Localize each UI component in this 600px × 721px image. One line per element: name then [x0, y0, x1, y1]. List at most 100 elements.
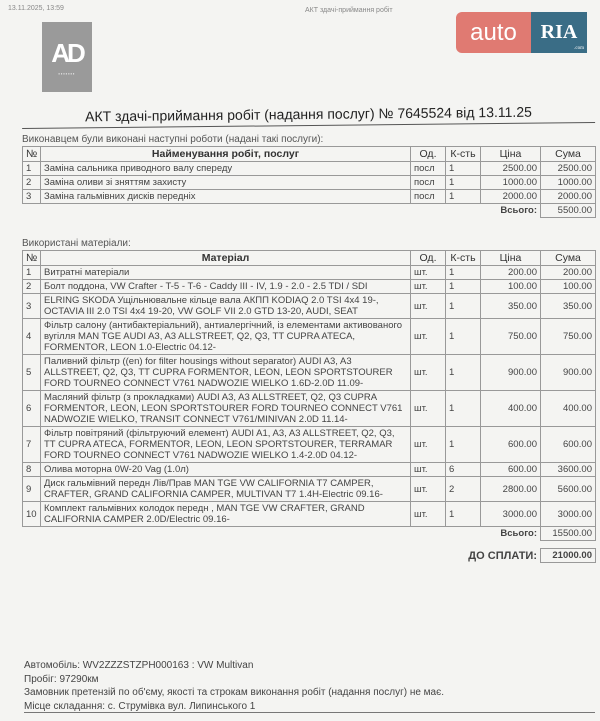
autoria-logo: auto RIA .com: [456, 12, 587, 53]
works-header-row: № Найменування робіт, послуг Од. К-сть Ц…: [22, 146, 596, 162]
row-name: Паливний фільтр ((en) for filter housing…: [40, 354, 411, 391]
no-claims-statement: Замовник претензій по об'єму, якості та …: [24, 687, 444, 698]
row-qty: 1: [445, 501, 481, 527]
row-name: Болт поддона, VW Crafter - T-5 - T-6 - C…: [40, 279, 411, 294]
row-qty: 1: [445, 279, 481, 294]
row-no: 4: [22, 318, 41, 355]
table-row: 2 Заміна оливи зі зняттям захисту посл 1 100…: [22, 175, 596, 190]
works-caption: Виконавцем були виконані наступні роботи…: [22, 134, 324, 145]
row-no: 7: [22, 426, 41, 463]
table-row: 4 Фільтр салону (антибактеріальний), анти…: [22, 318, 596, 355]
row-qty: 1: [445, 161, 481, 176]
row-no: 2: [22, 175, 41, 190]
row-no: 9: [22, 476, 41, 502]
place-of-drafting: Місце складання: с. Струмівка вул. Липин…: [24, 701, 595, 713]
row-unit: шт.: [410, 318, 446, 355]
row-sum: 3600.00: [540, 462, 596, 477]
row-unit: шт.: [410, 476, 446, 502]
table-row: 9 Диск гальмівний передн Лів/Прав MAN TGE…: [22, 476, 596, 502]
materials-total: 15500.00: [540, 526, 596, 541]
row-qty: 2: [445, 476, 481, 502]
row-unit: посл: [410, 175, 446, 190]
row-qty: 1: [445, 426, 481, 463]
print-doc-name: АКТ здачі-приймання робіт: [305, 7, 393, 14]
row-price: 1000.00: [480, 175, 541, 190]
row-price: 200.00: [480, 265, 541, 280]
row-price: 400.00: [480, 390, 541, 427]
row-qty: 1: [445, 354, 481, 391]
row-price: 350.00: [480, 293, 541, 319]
row-sum: 350.00: [540, 293, 596, 319]
row-qty: 1: [445, 390, 481, 427]
car-info: Автомобіль: WV2ZZZSTZPH000163 : VW Multi…: [24, 660, 254, 671]
row-qty: 1: [445, 175, 481, 190]
row-unit: шт.: [410, 293, 446, 319]
row-no: 3: [22, 189, 41, 204]
row-sum: 200.00: [540, 265, 596, 280]
row-no: 5: [22, 354, 41, 391]
row-sum: 3000.00: [540, 501, 596, 527]
table-row: 3 Заміна гальмівних дисків передніх посл 1 2…: [22, 189, 596, 204]
col-price: Ціна: [480, 250, 541, 266]
row-sum: 400.00: [540, 390, 596, 427]
to-pay-label: ДО СПЛАТИ:: [468, 549, 537, 562]
row-price: 900.00: [480, 354, 541, 391]
row-price: 2000.00: [480, 189, 541, 204]
row-sum: 2000.00: [540, 189, 596, 204]
materials-header-row: № Матеріал Од. К-сть Ціна Сума: [22, 250, 596, 266]
row-sum: 1000.00: [540, 175, 596, 190]
col-unit: Од.: [410, 146, 446, 162]
col-price: Ціна: [480, 146, 541, 162]
row-unit: посл: [410, 189, 446, 204]
table-row: 1 Витратні матеріали шт. 1 200.00 200.00: [22, 265, 596, 280]
row-price: 3000.00: [480, 501, 541, 527]
row-name: Диск гальмівний передн Лів/Прав MAN TGE …: [40, 476, 411, 502]
col-qty: К-сть: [445, 146, 481, 162]
row-no: 2: [22, 279, 41, 294]
row-qty: 1: [445, 265, 481, 280]
row-sum: 900.00: [540, 354, 596, 391]
col-material: Матеріал: [40, 250, 411, 266]
row-price: 600.00: [480, 426, 541, 463]
works-table: № Найменування робіт, послуг Од. К-сть Ц…: [22, 146, 596, 218]
document-title: АКТ здачі-приймання робіт (надання послу…: [21, 103, 596, 129]
table-row: 7 Фільтр повітряний (фільтруючий елемент)…: [22, 426, 596, 463]
row-no: 10: [22, 501, 41, 527]
row-name: Заміна сальника приводного валу спереду: [40, 161, 411, 176]
row-price: 100.00: [480, 279, 541, 294]
row-no: 1: [22, 161, 41, 176]
table-row: 6 Масляний фільтр (з прокладками) AUDI A3…: [22, 390, 596, 427]
row-name: Фільтр повітряний (фільтруючий елемент) …: [40, 426, 411, 463]
row-sum: 600.00: [540, 426, 596, 463]
row-name: Витратні матеріали: [40, 265, 411, 280]
works-total-label: Всього:: [500, 205, 537, 217]
row-qty: 1: [445, 293, 481, 319]
table-row: 10 Комплект гальмівних колодок передн , M…: [22, 501, 596, 527]
col-name: Найменування робіт, послуг: [40, 146, 411, 162]
row-no: 1: [22, 265, 41, 280]
row-qty: 6: [445, 462, 481, 477]
row-name: ELRING SKODA Ущільнювальне кільце вала А…: [40, 293, 411, 319]
row-price: 600.00: [480, 462, 541, 477]
materials-table: № Матеріал Од. К-сть Ціна Сума 1 Витратні…: [22, 250, 596, 563]
row-unit: шт.: [410, 390, 446, 427]
row-unit: шт.: [410, 462, 446, 477]
table-row: 1 Заміна сальника приводного валу спереду…: [22, 161, 596, 176]
row-name: Олива моторна 0W-20 Vag (1.0л): [40, 462, 411, 477]
row-name: Заміна гальмівних дисків передніх: [40, 189, 411, 204]
row-no: 8: [22, 462, 41, 477]
row-no: 3: [22, 293, 41, 319]
company-logo: AD ▪▪▪▪▪▪▪: [42, 22, 92, 92]
row-unit: шт.: [410, 501, 446, 527]
table-row: 5 Паливний фільтр ((en) for filter housin…: [22, 354, 596, 391]
row-name: Заміна оливи зі зняттям захисту: [40, 175, 411, 190]
row-name: Масляний фільтр (з прокладками) AUDI A3,…: [40, 390, 411, 427]
print-datetime: 13.11.2025, 13:59: [8, 5, 64, 12]
col-sum: Сума: [540, 250, 596, 266]
col-unit: Од.: [410, 250, 446, 266]
table-row: 8 Олива моторна 0W-20 Vag (1.0л) шт. 6 600.0…: [22, 462, 596, 477]
mileage: Пробіг: 97290км: [24, 674, 99, 685]
works-total: 5500.00: [540, 203, 596, 218]
col-no: №: [22, 146, 41, 162]
autoria-logo-auto: auto: [456, 12, 531, 53]
